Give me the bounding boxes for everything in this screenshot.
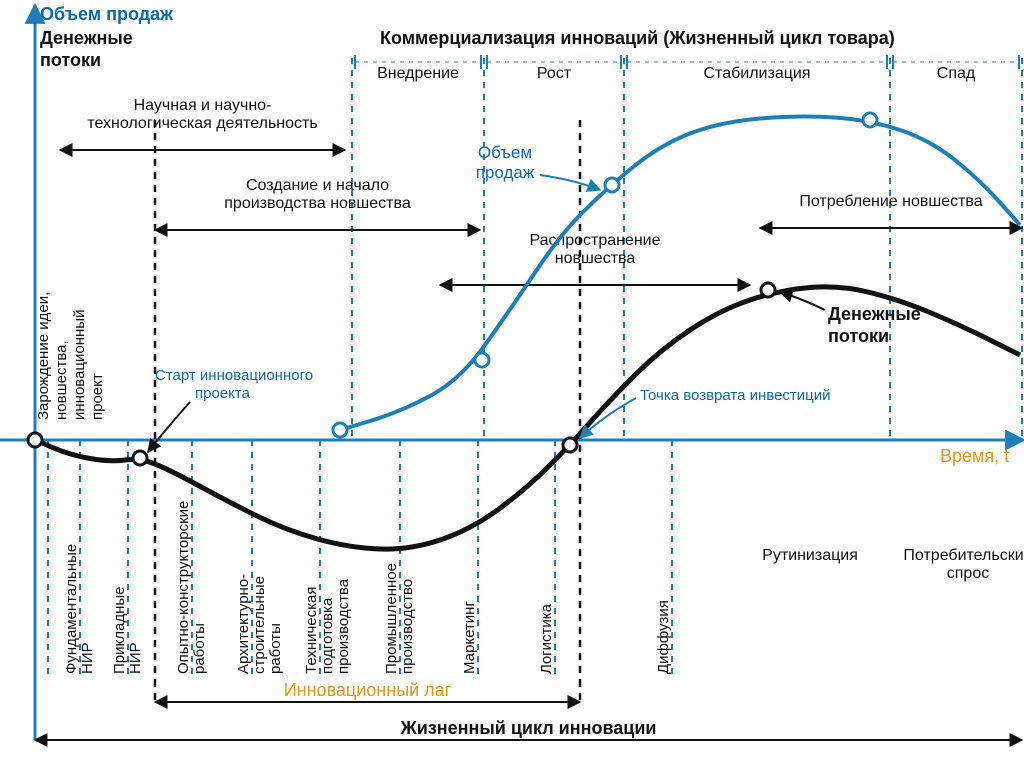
stage-label: Маркетинг xyxy=(461,601,478,674)
cash-marker xyxy=(133,451,147,465)
stage-label: Промышленное xyxy=(383,563,400,674)
y-axis-label-2b: потоки xyxy=(40,50,101,70)
stage-label: Логистика xyxy=(538,603,555,674)
sales-label-2: продаж xyxy=(476,163,535,182)
sales-marker xyxy=(605,178,619,192)
sales-curve xyxy=(340,116,1020,430)
cash-pointer xyxy=(780,292,825,310)
x-axis-label: Время, t xyxy=(940,446,1009,466)
sales-label-1: Объем xyxy=(478,143,532,162)
phase-label: Стабилизация xyxy=(704,65,811,82)
stage-label: производство xyxy=(399,579,416,674)
stage-label: Рутинизация xyxy=(762,547,858,564)
cash-label-2: потоки xyxy=(828,326,889,346)
cash-marker xyxy=(761,283,775,297)
sales-marker xyxy=(863,113,877,127)
y-axis-label-2a: Денежные xyxy=(40,28,133,48)
cash-marker xyxy=(28,433,42,447)
stage-label: производства xyxy=(335,578,352,674)
stage-label: Потребительский xyxy=(903,547,1024,564)
phase-label: Внедрение xyxy=(377,65,459,82)
extent-label: технологическая деятельность xyxy=(87,115,317,132)
stage-label-top: новшества, xyxy=(53,340,70,420)
innovation-lag-label: Инновационный лаг xyxy=(284,680,452,700)
stage-label: строительные xyxy=(251,576,268,674)
stage-label-top: проект xyxy=(89,373,106,420)
stage-label-top: инновационный xyxy=(71,310,88,420)
stage-label: подготовка xyxy=(319,597,336,674)
extent-label: Потребление новшества xyxy=(799,193,982,210)
phase-label: Спад xyxy=(937,65,976,82)
stage-label-top: Зарождение идеи, xyxy=(35,292,52,420)
sales-marker xyxy=(475,353,489,367)
stage-label: Диффузия xyxy=(655,600,672,674)
stage-label: спрос xyxy=(947,565,989,582)
phase-header-title: Коммерциализация инноваций (Жизненный ци… xyxy=(380,28,895,48)
y-axis-label-1: Объем продаж xyxy=(40,4,173,24)
extent-label: Научная и научно- xyxy=(134,97,272,114)
stage-label: работы xyxy=(191,623,208,674)
stage-label: Опытно-конструкторские xyxy=(175,501,192,674)
extent-label: Создание и начало xyxy=(246,177,389,194)
extent-label: производства новшества xyxy=(224,195,411,212)
cash-label-1: Денежные xyxy=(828,304,921,324)
stage-label: Техническая xyxy=(303,586,320,674)
extent-label: Распространение xyxy=(529,232,660,249)
innovation-lifecycle-diagram: Объем продажДенежныепотокиВремя, tКоммер… xyxy=(0,0,1024,767)
sales-marker xyxy=(333,423,347,437)
stage-label: Прикладные xyxy=(111,587,128,675)
stage-label: работы xyxy=(267,623,284,674)
start-label-1: Старт инновационного xyxy=(155,367,313,384)
stage-label: Фундаментальные xyxy=(63,544,80,674)
extent-label: новшества xyxy=(555,250,636,267)
stage-label: НИР xyxy=(127,642,144,674)
roi-label: Точка возврата инвестиций xyxy=(640,387,831,404)
sales-pointer xyxy=(540,175,600,190)
life-cycle-label: Жизненный цикл инновации xyxy=(400,718,657,738)
cash-marker xyxy=(563,438,577,452)
start-label-2: проекта xyxy=(195,385,251,402)
stage-label: НИР xyxy=(79,642,96,674)
stage-label: Архитектурно- xyxy=(235,574,252,674)
phase-label: Рост xyxy=(537,65,572,82)
